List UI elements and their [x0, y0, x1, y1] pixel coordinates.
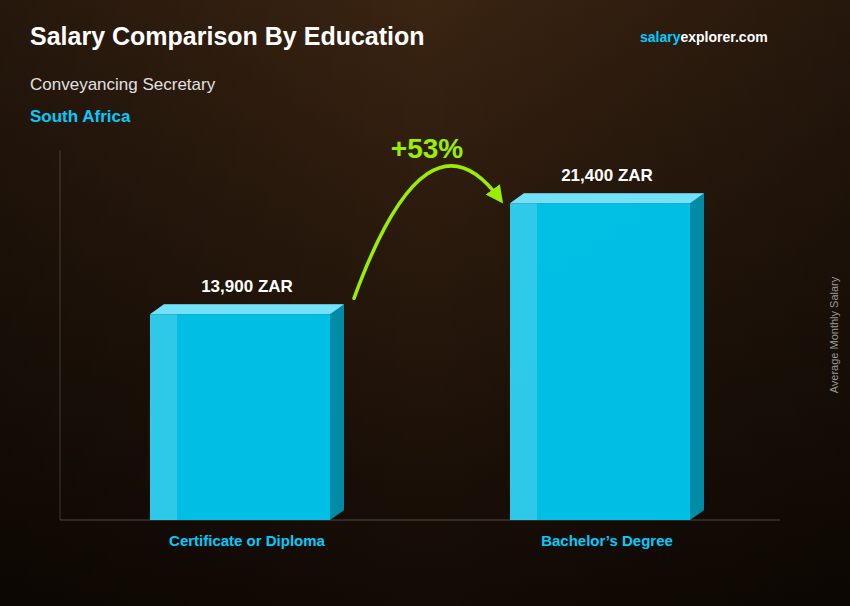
country: South Africa — [30, 107, 131, 126]
category-label: Certificate or Diploma — [169, 532, 326, 549]
category-label: Bachelor’s Degree — [541, 532, 673, 549]
bars — [150, 193, 704, 520]
chart: Salary Comparison By Education Conveyanci… — [0, 0, 850, 606]
bar-top — [150, 304, 344, 314]
bar-top-light — [150, 304, 344, 314]
y-axis-line — [60, 150, 61, 520]
y-axis-label: Average Monthly Salary — [828, 276, 840, 393]
bar-side-shade — [690, 193, 704, 520]
data-label: 21,400 ZAR — [561, 166, 653, 185]
bar — [510, 203, 690, 520]
bar-top — [510, 193, 704, 203]
subtitle: Conveyancing Secretary — [30, 75, 216, 94]
background — [0, 0, 850, 606]
background-shade — [0, 0, 850, 606]
change-label: +53% — [391, 133, 463, 164]
bar-side-shade — [330, 304, 344, 520]
title: Salary Comparison By Education — [30, 22, 425, 50]
bar-side — [690, 193, 704, 520]
bar-top-light — [510, 193, 704, 203]
bar — [150, 314, 330, 520]
bar-highlight — [510, 203, 537, 520]
data-label: 13,900 ZAR — [201, 277, 293, 296]
bar-side — [330, 304, 344, 520]
site-part: salary — [640, 29, 681, 45]
site-part: explorer.com — [680, 29, 767, 45]
change-arrow — [354, 166, 500, 298]
bar-highlight — [150, 314, 177, 520]
site-name: salaryexplorer.com — [640, 29, 768, 45]
